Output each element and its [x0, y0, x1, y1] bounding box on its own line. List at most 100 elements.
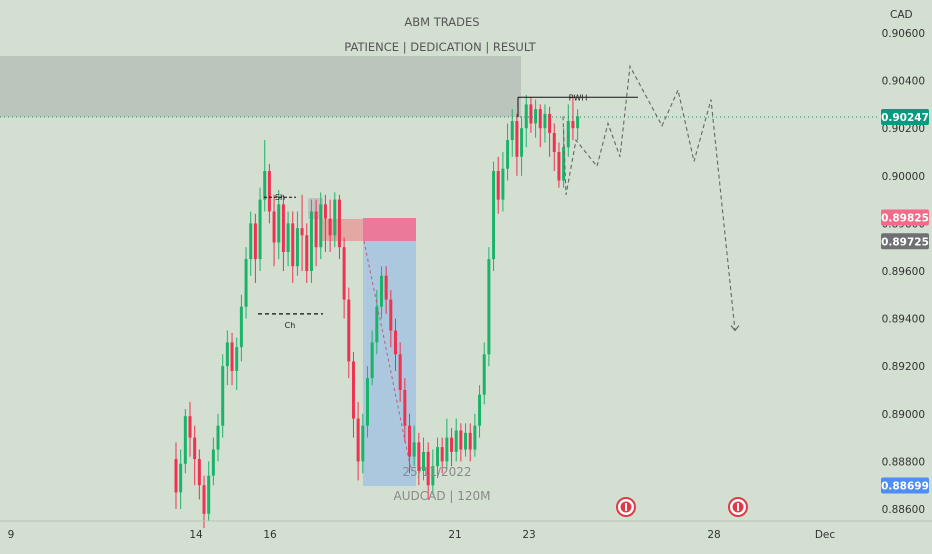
candle[interactable]	[286, 211, 290, 267]
price-tag[interactable]: 0.89725	[881, 233, 929, 250]
projected-path[interactable]	[562, 64, 736, 331]
candle[interactable]	[305, 223, 309, 283]
time-axis[interactable]: 791416212328Dec57	[0, 520, 932, 541]
candle[interactable]	[337, 194, 341, 260]
candle[interactable]	[188, 401, 192, 457]
candle[interactable]	[454, 418, 458, 462]
candle[interactable]	[323, 194, 327, 252]
candle[interactable]	[347, 287, 351, 379]
candle[interactable]	[211, 437, 215, 486]
candle[interactable]	[422, 437, 426, 481]
candle[interactable]	[450, 428, 454, 467]
candle[interactable]	[543, 104, 547, 143]
candle[interactable]	[249, 211, 253, 276]
candle[interactable]	[258, 187, 262, 271]
candle[interactable]	[571, 97, 575, 141]
candle[interactable]	[529, 97, 533, 133]
candle[interactable]	[412, 425, 416, 467]
candle[interactable]	[365, 366, 369, 438]
candle[interactable]	[221, 354, 225, 438]
candle[interactable]	[193, 425, 197, 486]
candle[interactable]	[361, 413, 365, 474]
canada-event-icon[interactable]	[616, 497, 636, 517]
candle[interactable]	[389, 290, 393, 348]
candle[interactable]	[417, 432, 421, 486]
candle[interactable]	[524, 94, 528, 148]
candle[interactable]	[520, 116, 524, 176]
candle[interactable]	[267, 163, 271, 224]
candle[interactable]	[487, 247, 491, 367]
candle[interactable]	[576, 109, 580, 141]
candle[interactable]	[468, 423, 472, 462]
candle[interactable]	[253, 213, 257, 283]
candle[interactable]	[328, 199, 332, 252]
candle[interactable]	[464, 423, 468, 457]
candle[interactable]	[408, 413, 411, 474]
candle[interactable]	[482, 342, 486, 405]
candle[interactable]	[515, 113, 519, 176]
candle[interactable]	[501, 152, 505, 212]
candle[interactable]	[552, 123, 556, 172]
candle[interactable]	[230, 332, 234, 386]
candle[interactable]	[183, 409, 187, 474]
candle[interactable]	[216, 413, 220, 462]
candle[interactable]	[393, 318, 397, 371]
candle[interactable]	[281, 194, 285, 271]
candle[interactable]	[239, 294, 243, 362]
candle[interactable]	[548, 106, 552, 157]
candle[interactable]	[557, 142, 561, 188]
candle[interactable]	[356, 401, 360, 481]
candle[interactable]	[398, 342, 402, 402]
canada-event-icon[interactable]	[728, 497, 748, 517]
candle[interactable]	[445, 418, 449, 469]
price-tag[interactable]: 0.89825	[881, 209, 929, 226]
candle[interactable]	[179, 449, 183, 510]
candle[interactable]	[314, 199, 318, 267]
candle[interactable]	[295, 211, 299, 276]
candle[interactable]	[431, 449, 435, 495]
candle[interactable]	[534, 99, 538, 138]
price-axis[interactable]: 0.88600 0.88800 0.89000 0.89200 0.89400 0.896…	[882, 28, 925, 516]
candle[interactable]	[263, 140, 267, 212]
candle[interactable]	[277, 190, 281, 260]
candle[interactable]	[562, 128, 566, 188]
position-risk-zone[interactable]	[363, 218, 416, 241]
candle[interactable]	[375, 290, 379, 355]
candle[interactable]	[291, 211, 295, 283]
candle[interactable]	[309, 199, 313, 283]
candle[interactable]	[272, 194, 276, 267]
candle[interactable]	[207, 461, 211, 521]
candle[interactable]	[473, 413, 477, 457]
candle[interactable]	[370, 330, 374, 386]
candle[interactable]	[300, 194, 304, 271]
candle[interactable]	[492, 161, 496, 271]
candle[interactable]	[426, 442, 430, 500]
candle[interactable]	[538, 104, 542, 148]
candle[interactable]	[202, 475, 206, 529]
candle[interactable]	[319, 192, 323, 260]
candle[interactable]	[506, 123, 510, 181]
candle[interactable]	[342, 237, 346, 319]
candle[interactable]	[403, 378, 407, 443]
order-block-zone[interactable]	[320, 219, 363, 241]
candle[interactable]	[244, 247, 248, 319]
candle[interactable]	[351, 351, 355, 438]
supply-zone[interactable]	[0, 56, 521, 117]
candle[interactable]	[197, 449, 201, 500]
candle[interactable]	[235, 337, 239, 390]
candle[interactable]	[174, 442, 178, 509]
candle[interactable]	[478, 385, 482, 438]
price-tag[interactable]: 0.90247	[881, 109, 929, 126]
candle[interactable]	[333, 192, 337, 248]
candle[interactable]	[379, 266, 383, 319]
price-tag[interactable]: 0.88699	[881, 477, 929, 494]
candle[interactable]	[440, 437, 444, 474]
candle[interactable]	[436, 437, 440, 479]
candle[interactable]	[384, 266, 388, 314]
candle[interactable]	[459, 423, 463, 462]
candle[interactable]	[496, 156, 500, 214]
candle[interactable]	[566, 104, 570, 157]
candle[interactable]	[225, 330, 229, 386]
